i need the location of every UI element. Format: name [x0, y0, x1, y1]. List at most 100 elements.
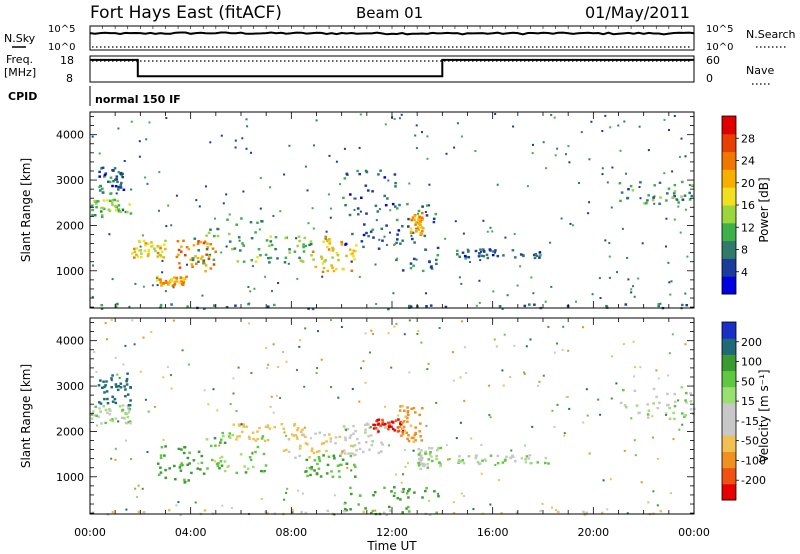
velocity-pixel [156, 462, 160, 465]
power-pixel [176, 240, 180, 243]
velocity-pixel [219, 457, 222, 460]
velocity-pixel [390, 425, 393, 428]
velocity-pixel [337, 470, 341, 473]
velocity-pixel [417, 461, 420, 465]
velocity-pixel [401, 432, 405, 436]
velocity-pixel [366, 422, 369, 425]
power-pixel [425, 305, 428, 308]
velocity-pixel [622, 343, 625, 346]
power-pixel [95, 202, 98, 205]
velocity-pixel [562, 325, 565, 328]
power-pixel [194, 255, 197, 258]
power-pixel [371, 228, 375, 231]
x-tick-label: 08:00 [275, 526, 307, 539]
velocity-pixel [390, 366, 393, 369]
velocity-pixel [478, 462, 482, 465]
power-pixel [138, 155, 141, 158]
velocity-pixel [582, 421, 585, 424]
power-pixel [164, 239, 167, 243]
power-pixel [91, 208, 94, 212]
velocity-pixel [341, 450, 344, 453]
y-tick-label: 1000 [56, 265, 84, 278]
power-pixel [409, 230, 413, 233]
velocity-pixel [282, 427, 286, 430]
velocity-pixel [563, 434, 566, 437]
velocity-pixel [408, 488, 411, 491]
power-pixel [414, 223, 417, 226]
velocity-pixel [103, 397, 106, 401]
velocity-pixel [634, 366, 637, 369]
power-pixel [393, 243, 396, 246]
colorbar-segment [722, 133, 736, 153]
power-pixel [608, 255, 611, 258]
power-pixel [444, 237, 447, 240]
velocity-pixel [419, 460, 422, 463]
colorbar-segment [722, 240, 736, 259]
power-pixel [409, 266, 413, 270]
velocity-pixel [318, 450, 321, 453]
velocity-pixel [404, 416, 407, 419]
power-pixel [657, 304, 660, 308]
velocity-pixel [380, 441, 383, 444]
power-pixel [98, 186, 101, 189]
velocity-pixel [395, 473, 398, 476]
power-pixel [276, 257, 279, 260]
velocity-pixel [358, 494, 362, 497]
velocity-pixel [515, 511, 519, 514]
velocity-pixel [407, 439, 411, 443]
velocity-pixel [242, 425, 246, 428]
power-pixel [410, 219, 414, 222]
velocity-pixel [403, 409, 406, 412]
velocity-pixel [346, 466, 349, 469]
velocity-pixel [430, 455, 433, 458]
power-pixel [491, 230, 494, 233]
velocity-pixel [619, 401, 623, 405]
power-pixel [629, 184, 633, 188]
power-pixel [378, 238, 381, 241]
velocity-pixel [371, 440, 374, 443]
velocity-pixel [194, 501, 197, 504]
velocity-pixel [327, 455, 331, 458]
velocity-pixel [216, 464, 220, 467]
power-pixel [398, 203, 401, 207]
freq-unit: [MHz] [4, 66, 36, 79]
power-pixel [669, 293, 672, 296]
velocity-pixel [397, 414, 400, 417]
velocity-pixel [425, 487, 428, 490]
power-pixel [569, 222, 572, 225]
power-pixel [335, 160, 338, 163]
power-pixel [372, 236, 375, 239]
velocity-pixel [202, 472, 206, 475]
power-pixel [478, 279, 481, 282]
power-pixel [362, 233, 366, 237]
velocity-pixel [633, 389, 637, 392]
power-pixel [413, 257, 416, 261]
velocity-pixel [305, 458, 309, 462]
power-pixel [630, 291, 633, 294]
velocity-pixel [599, 413, 602, 416]
power-pixel [288, 251, 291, 254]
nsky-series [89, 31, 695, 36]
velocity-pixel [162, 438, 165, 441]
velocity-pixel [401, 490, 405, 494]
x-tick-label: 12:00 [376, 526, 408, 539]
power-pixel [177, 253, 180, 256]
power-pixel [604, 114, 607, 117]
power-pixel [173, 284, 176, 287]
power-pixel [396, 233, 399, 236]
power-pixel [387, 179, 390, 182]
velocity-pixel [544, 456, 548, 460]
velocity-pixel [131, 319, 134, 322]
velocity-pixel [300, 511, 303, 514]
power-pixel [196, 242, 200, 245]
velocity-pixel [266, 512, 269, 515]
velocity-pixel [372, 494, 375, 497]
velocity-pixel [270, 395, 273, 398]
power-pixel [626, 256, 629, 259]
velocity-pixel [673, 400, 677, 404]
velocity-pixel [349, 434, 353, 437]
power-pixel [647, 149, 650, 152]
velocity-pixel [435, 401, 438, 404]
velocity-pixel [157, 473, 161, 476]
